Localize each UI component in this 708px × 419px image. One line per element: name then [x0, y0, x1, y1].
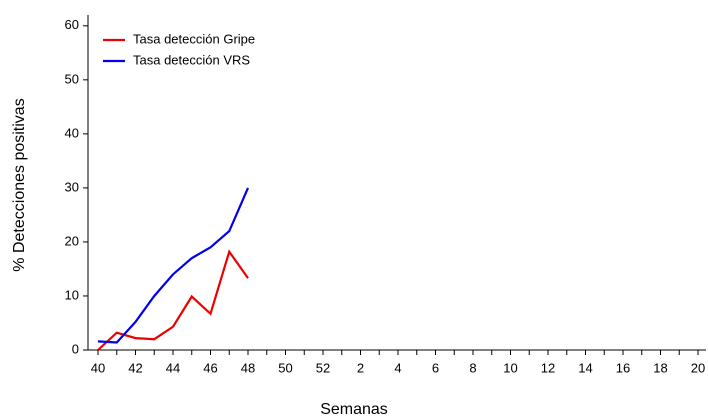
y-tick-label: 0	[72, 341, 79, 356]
x-tick-label: 4	[394, 360, 401, 375]
y-tick-label: 40	[65, 125, 79, 140]
y-tick-label: 20	[65, 233, 79, 248]
series-line	[97, 187, 250, 344]
x-tick-label: 44	[166, 360, 180, 375]
x-tick-label: 40	[91, 360, 105, 375]
x-tick-label: 20	[691, 360, 705, 375]
x-tick-label: 12	[541, 360, 555, 375]
legend-label: Tasa detección VRS	[133, 52, 250, 67]
y-tick-label: 30	[65, 179, 79, 194]
x-tick-label: 16	[616, 360, 630, 375]
y-axis-label: % Detecciones positivas	[11, 98, 28, 271]
series-line	[97, 249, 249, 351]
legend-label: Tasa detección Gripe	[133, 31, 255, 46]
x-tick-label: 48	[241, 360, 255, 375]
x-tick-label: 50	[278, 360, 292, 375]
x-tick-label: 18	[653, 360, 667, 375]
x-tick-label: 6	[432, 360, 439, 375]
x-tick-label: 52	[316, 360, 330, 375]
x-tick-label: 14	[578, 360, 592, 375]
x-tick-label: 10	[503, 360, 517, 375]
x-tick-label: 2	[357, 360, 364, 375]
y-tick-label: 60	[65, 17, 79, 32]
x-axis-label: Semanas	[320, 401, 388, 418]
x-tick-label: 8	[469, 360, 476, 375]
x-tick-label: 46	[203, 360, 217, 375]
y-tick-label: 10	[65, 287, 79, 302]
y-tick-label: 50	[65, 71, 79, 86]
x-tick-label: 42	[128, 360, 142, 375]
